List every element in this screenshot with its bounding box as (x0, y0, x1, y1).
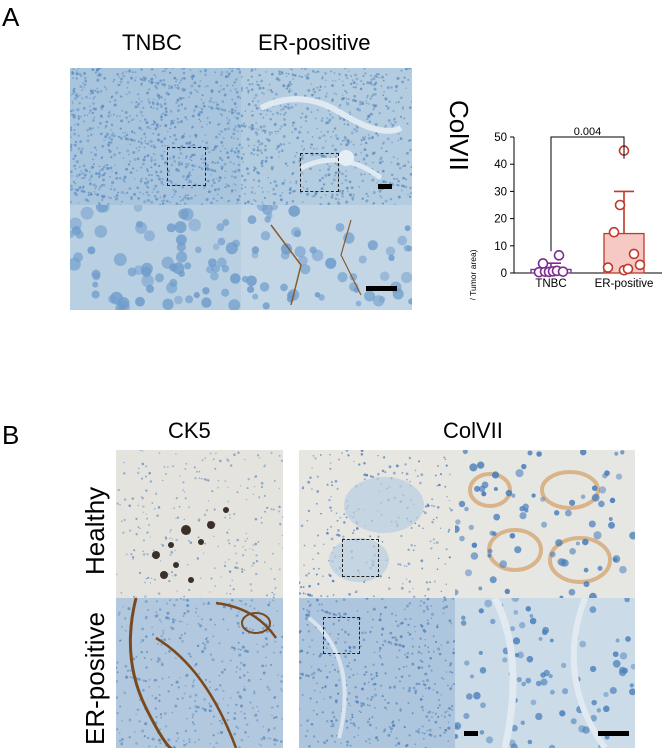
chart-y-axis-subtitle: (% stained / Tumor area) (468, 249, 478, 300)
zoom-box-a-er (300, 153, 339, 192)
panel-b-letter: B (2, 420, 20, 450)
chart-point (614, 199, 626, 211)
chart-y-tick-label: 50 (494, 132, 507, 144)
micrograph-b-healthy-colvii-zoom (455, 450, 635, 598)
chart-x-tick-label: TNBC (535, 278, 566, 290)
scale-bar-b-zoom (598, 731, 629, 736)
scale-bar-b-overview (464, 731, 478, 736)
chart-point (622, 263, 634, 275)
scale-bar-a-overview (378, 184, 392, 189)
column-heading-colvii: ColVII (443, 418, 503, 443)
chart-x-tick-label: ER-positive (595, 278, 654, 290)
chart-point (634, 259, 646, 271)
row-label-er-positive: ER-positive (80, 612, 110, 745)
chart-y-tick-label: 20 (494, 214, 507, 226)
chart-point (537, 258, 549, 269)
chart-y-tick-label: 0 (501, 268, 507, 280)
zoom-box-b-healthy (342, 539, 379, 577)
zoom-box-b-er (323, 617, 360, 654)
zoom-box-a-tnbc (167, 147, 206, 186)
column-heading-tnbc: TNBC (122, 30, 182, 55)
chart-y-tick-label: 10 (494, 241, 507, 253)
scale-bar-a-zoom (366, 286, 397, 291)
chart-significance-bracket (550, 136, 625, 252)
micrograph-a-tnbc-overview (70, 68, 241, 205)
panel-a-letter: A (2, 2, 20, 32)
column-heading-ck5: CK5 (168, 418, 211, 443)
chart-p-value-label: 0.004 (574, 126, 602, 138)
row-label-healthy: Healthy (80, 486, 110, 575)
chart-point (553, 250, 565, 261)
micrograph-b-er-colvii-zoom (455, 598, 635, 748)
chart-point (608, 226, 620, 238)
micrograph-a-tnbc-zoom (70, 205, 241, 310)
micrograph-b-er-colvii-overview (299, 598, 455, 748)
micrograph-a-er-overview (241, 68, 412, 205)
column-heading-er-positive: ER-positive (258, 30, 371, 55)
chart-point (557, 266, 569, 277)
micrograph-b-er-ck5 (116, 598, 283, 748)
chart-point (602, 262, 614, 273)
chart-point (628, 248, 640, 260)
chart-y-tick-label: 40 (494, 159, 507, 171)
colvii-bar-chart: ColVII (% stained / Tumor area) 01020304… (468, 126, 662, 300)
micrograph-a-er-zoom (241, 205, 412, 310)
chart-y-tick-label: 30 (494, 186, 507, 198)
micrograph-b-healthy-colvii-overview (299, 450, 455, 598)
micrograph-b-healthy-ck5 (116, 450, 283, 598)
